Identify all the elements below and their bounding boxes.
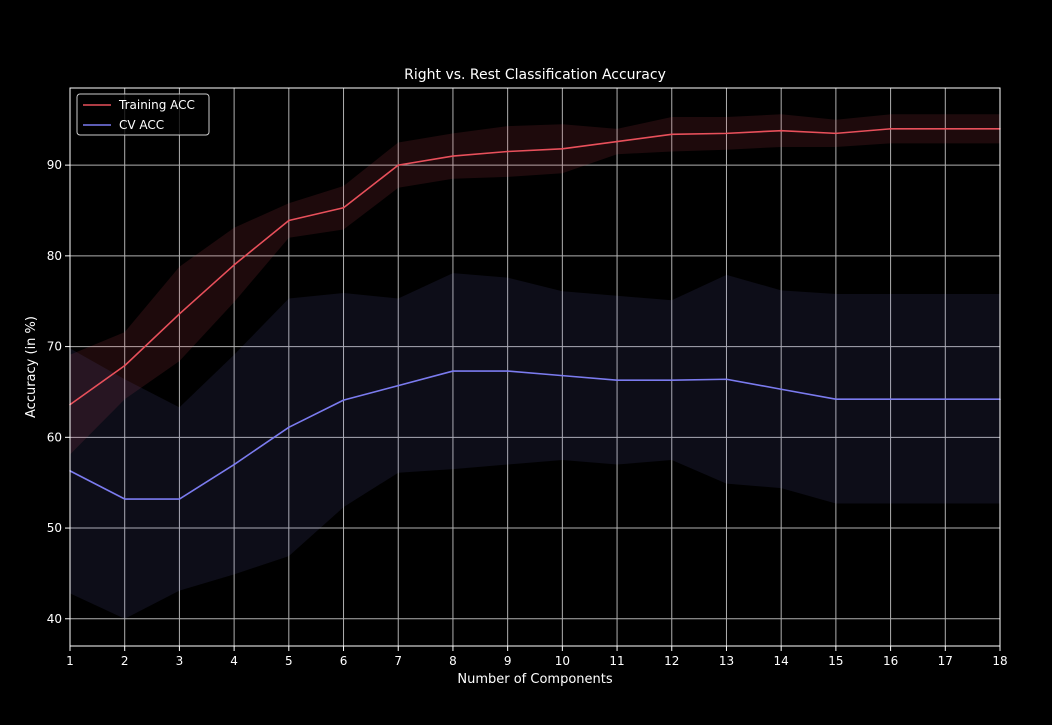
training-acc-point <box>123 364 126 367</box>
training-acc-point <box>889 128 892 130</box>
cv-acc-line <box>69 370 1000 500</box>
x-axis-label: Number of Components <box>457 672 612 687</box>
x-tick-label: 10 <box>555 654 570 668</box>
training-acc-point <box>506 150 509 153</box>
cv-acc-point <box>889 398 892 401</box>
y-tick-label: 70 <box>47 340 62 354</box>
y-axis-label: Accuracy (in %) <box>24 316 39 418</box>
cv-acc-point <box>561 374 564 377</box>
chart-title: Right vs. Rest Classification Accuracy <box>404 67 666 83</box>
cv-acc-point <box>397 384 400 387</box>
cv-acc-point <box>506 370 509 372</box>
legend-label-cv-acc: CV ACC <box>119 118 164 132</box>
x-tick-label: 11 <box>609 654 624 668</box>
std-bands <box>70 114 1000 619</box>
series-lines <box>69 128 1001 500</box>
training-acc-point <box>780 129 782 132</box>
x-tick-label: 5 <box>285 654 293 668</box>
x-tick-label: 4 <box>230 654 238 668</box>
y-axis: 40 50 60 70 80 90 <box>47 158 70 626</box>
legend-label-training-acc: Training ACC <box>118 98 195 112</box>
cv-acc-point <box>452 370 454 372</box>
cv-acc-point <box>233 463 235 466</box>
cv-acc-point <box>835 398 837 401</box>
cv-acc-point <box>725 378 728 381</box>
training-acc-point <box>725 132 728 135</box>
x-tick-label: 16 <box>883 654 898 668</box>
x-tick-label: 18 <box>992 654 1007 668</box>
plot-frame <box>69 87 1001 647</box>
training-acc-point <box>561 147 564 150</box>
cv-acc-point <box>670 379 673 381</box>
training-acc-point <box>944 128 947 130</box>
x-tick-label: 1 <box>66 654 74 668</box>
cv-acc-point <box>123 498 126 500</box>
x-tick-label: 6 <box>340 654 348 668</box>
y-tick-label: 40 <box>47 612 62 626</box>
cv-acc-point <box>178 498 181 500</box>
cv-acc-point <box>616 379 618 381</box>
x-tick-label: 9 <box>504 654 512 668</box>
y-tick-label: 90 <box>47 158 62 172</box>
x-axis: 1 2 3 4 5 6 7 8 9 10 11 12 13 14 15 16 17 18 <box>66 646 1008 668</box>
cv-acc-point <box>342 399 345 401</box>
training-acc-point <box>835 132 837 135</box>
x-tick-label: 2 <box>121 654 129 668</box>
training-acc-point <box>233 264 235 266</box>
training-acc-point <box>452 155 454 157</box>
cv-acc-point <box>780 388 782 391</box>
x-tick-label: 13 <box>719 654 734 668</box>
training-acc-point <box>397 164 400 166</box>
x-tick-label: 12 <box>664 654 679 668</box>
cv-acc-std-band <box>70 273 1000 619</box>
cv-acc-point <box>288 426 290 429</box>
x-tick-label: 15 <box>828 654 843 668</box>
training-acc-std-band <box>70 114 1000 455</box>
y-tick-label: 50 <box>47 521 62 535</box>
grid <box>69 88 1001 646</box>
x-tick-label: 7 <box>394 654 402 668</box>
training-acc-point <box>288 219 290 222</box>
training-acc-line <box>69 128 1000 406</box>
legend: Training ACC CV ACC <box>76 93 210 136</box>
training-acc-point <box>178 313 181 315</box>
y-tick-label: 60 <box>47 430 62 444</box>
y-tick-label: 80 <box>47 249 62 263</box>
x-tick-label: 17 <box>938 654 953 668</box>
training-acc-point <box>670 133 673 136</box>
cv-acc-point <box>944 398 947 401</box>
training-acc-point <box>342 206 345 209</box>
x-tick-label: 3 <box>176 654 184 668</box>
x-tick-label: 8 <box>449 654 457 668</box>
training-acc-point <box>616 140 618 143</box>
x-tick-label: 14 <box>774 654 789 668</box>
